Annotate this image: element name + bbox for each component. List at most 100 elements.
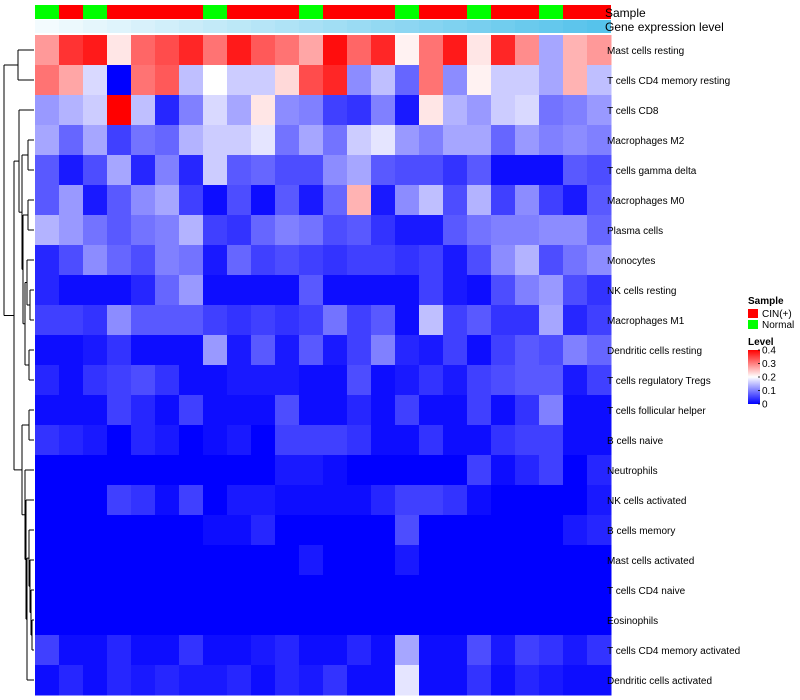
- heatmap-cell: [323, 65, 348, 96]
- sample-annotation-cell: [467, 5, 491, 19]
- heatmap-cell: [443, 185, 468, 216]
- heatmap-cell: [251, 665, 276, 696]
- heatmap-cell: [443, 275, 468, 306]
- heatmap-cell: [203, 65, 228, 96]
- row-label: Macrophages M2: [607, 136, 685, 147]
- heatmap-cell: [275, 305, 300, 336]
- heatmap-cell: [59, 95, 84, 126]
- heatmap-cell: [107, 455, 132, 486]
- heatmap-cell: [59, 485, 84, 516]
- heatmap-cell: [323, 365, 348, 396]
- heatmap-cell: [491, 95, 516, 126]
- heatmap-cell: [203, 545, 228, 576]
- heatmap-cell: [443, 395, 468, 426]
- heatmap-cell: [419, 65, 444, 96]
- heatmap-cell: [539, 515, 564, 546]
- heatmap-cell: [563, 455, 588, 486]
- heatmap-cell: [203, 395, 228, 426]
- heatmap-cell: [371, 125, 396, 156]
- heatmap-cell: [179, 335, 204, 366]
- heatmap-cell: [179, 365, 204, 396]
- heatmap-cell: [155, 125, 180, 156]
- heatmap-cell: [395, 545, 420, 576]
- heatmap-cell: [131, 215, 156, 246]
- heatmap-cell: [155, 605, 180, 636]
- heatmap-cell: [131, 575, 156, 606]
- heatmap-cell: [59, 515, 84, 546]
- level-colorbar: [748, 350, 760, 404]
- heatmap-cell: [347, 35, 372, 66]
- heatmap-cell: [347, 485, 372, 516]
- row-label: T cells CD4 memory activated: [607, 646, 740, 657]
- heatmap-cell: [563, 35, 588, 66]
- heatmap-cell: [587, 305, 612, 336]
- heatmap-cell: [155, 215, 180, 246]
- heatmap-cell: [131, 35, 156, 66]
- heatmap-cell: [203, 305, 228, 336]
- heatmap-cell: [347, 125, 372, 156]
- heatmap-cell: [299, 125, 324, 156]
- heatmap-cell: [251, 245, 276, 276]
- heatmap-cell: [371, 665, 396, 696]
- heatmap-cell: [107, 275, 132, 306]
- heatmap-cell: [539, 95, 564, 126]
- heatmap-cell: [35, 455, 60, 486]
- heatmap-cell: [299, 635, 324, 666]
- heatmap-cell: [83, 185, 108, 216]
- heatmap-cell: [299, 365, 324, 396]
- heatmap-cell: [59, 635, 84, 666]
- heatmap-cell: [563, 515, 588, 546]
- heatmap-cell: [107, 425, 132, 456]
- heatmap-cell: [83, 575, 108, 606]
- heatmap-cell: [179, 185, 204, 216]
- heatmap-cell: [227, 35, 252, 66]
- heatmap-cell: [347, 305, 372, 336]
- heatmap-cell: [131, 95, 156, 126]
- heatmap-cell: [395, 215, 420, 246]
- heatmap-cell: [131, 605, 156, 636]
- heatmap-cell: [83, 485, 108, 516]
- heatmap-cell: [491, 605, 516, 636]
- heatmap-cell: [515, 365, 540, 396]
- heatmap-cell: [275, 155, 300, 186]
- heatmap-cell: [203, 455, 228, 486]
- heatmap-cell: [107, 665, 132, 696]
- gene-expression-cell: [539, 20, 563, 33]
- gene-expression-cell: [131, 20, 155, 33]
- heatmap-cell: [83, 455, 108, 486]
- heatmap-cell: [155, 425, 180, 456]
- heatmap-cell: [515, 665, 540, 696]
- heatmap-cell: [131, 335, 156, 366]
- heatmap-cell: [59, 65, 84, 96]
- heatmap-cell: [107, 575, 132, 606]
- row-label: Mast cells resting: [607, 46, 684, 57]
- heatmap-cell: [323, 635, 348, 666]
- heatmap-cell: [59, 365, 84, 396]
- row-label: T cells regulatory Tregs: [607, 376, 711, 387]
- heatmap-cell: [227, 155, 252, 186]
- heatmap-cell: [299, 515, 324, 546]
- heatmap-cell: [59, 185, 84, 216]
- heatmap-cell: [563, 245, 588, 276]
- heatmap-cell: [227, 515, 252, 546]
- sample-annotation-cell: [491, 5, 515, 19]
- heatmap-cell: [371, 35, 396, 66]
- heatmap-cell: [251, 455, 276, 486]
- heatmap-cell: [587, 365, 612, 396]
- heatmap-cell: [83, 95, 108, 126]
- heatmap-cell: [155, 575, 180, 606]
- heatmap-cell: [251, 515, 276, 546]
- heatmap-cell: [35, 395, 60, 426]
- heatmap-cell: [275, 575, 300, 606]
- heatmap-cell: [203, 215, 228, 246]
- heatmap-cell: [395, 245, 420, 276]
- heatmap-cell: [203, 635, 228, 666]
- heatmap-cell: [443, 575, 468, 606]
- row-label: B cells memory: [607, 526, 675, 537]
- heatmap-cell: [275, 215, 300, 246]
- heatmap-cell: [515, 95, 540, 126]
- heatmap-cell: [59, 455, 84, 486]
- heatmap-cell: [467, 545, 492, 576]
- heatmap-cell: [131, 515, 156, 546]
- heatmap-cell: [275, 95, 300, 126]
